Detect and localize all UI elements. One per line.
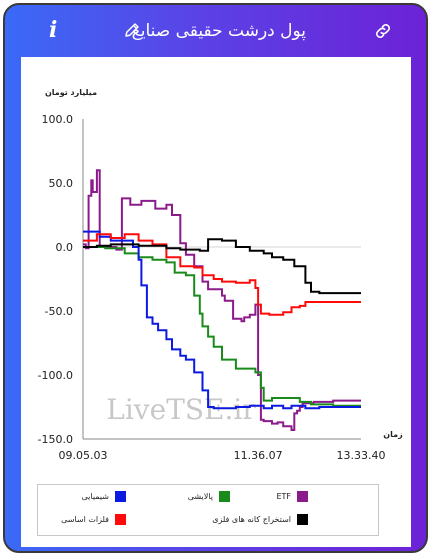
legend-swatch <box>219 491 230 502</box>
legend-swatch <box>297 514 308 525</box>
legend-label: فلزات اساسی <box>61 515 109 524</box>
x-tick-label: 09.05.03 <box>59 449 108 462</box>
legend-swatch <box>297 491 308 502</box>
legend-item-chemical[interactable]: شیمیایی <box>81 491 126 502</box>
series-line <box>83 230 361 410</box>
legend-label: شیمیایی <box>81 492 110 501</box>
chart-legend: ETF پالایشی شیمیایی استخراج کانه های فلز… <box>37 484 379 536</box>
pencil-icon[interactable] <box>123 21 141 39</box>
series-group <box>83 169 361 431</box>
legend-label: ETF <box>276 492 291 501</box>
y-tick-label: 100.0 <box>42 113 74 126</box>
legend-item-metals[interactable]: فلزات اساسی <box>61 514 126 525</box>
header-bar: i پول درشت حقیقی صنایع <box>5 5 426 57</box>
y-tick-label: 0.0 <box>56 241 74 254</box>
series-line <box>83 246 361 407</box>
series-line <box>83 238 361 295</box>
legend-swatch <box>115 491 126 502</box>
y-axis-label: میلیارد تومان <box>45 88 97 97</box>
y-tick-label: -50.0 <box>45 305 73 318</box>
chart-panel: میلیارد تومان زمان 100.0 50.0 0.0 -50.0 -100… <box>21 57 411 547</box>
x-tick-label: 11.36.07 <box>234 449 283 462</box>
page-title: پول درشت حقیقی صنایع <box>131 21 306 41</box>
legend-item-refinery[interactable]: پالایشی <box>188 491 230 502</box>
series-line <box>83 169 361 431</box>
watermark: LiveTSE.ir <box>106 393 256 426</box>
chart-svg: میلیارد تومان زمان 100.0 50.0 0.0 -50.0 -100… <box>38 88 404 462</box>
y-tick-label: -150.0 <box>38 433 73 446</box>
legend-item-mining[interactable]: استخراج کانه های فلزی <box>212 514 308 525</box>
link-icon[interactable] <box>373 21 393 41</box>
y-tick-label: -100.0 <box>38 369 73 382</box>
x-tick-labels: 09.05.03 11.36.07 13.33.40 <box>59 449 386 462</box>
legend-item-etf[interactable]: ETF <box>276 491 308 502</box>
series-line <box>83 233 361 316</box>
legend-label: استخراج کانه های فلزی <box>212 515 291 524</box>
legend-swatch <box>115 514 126 525</box>
y-tick-labels: 100.0 50.0 0.0 -50.0 -100.0 -150.0 <box>38 113 73 446</box>
y-tick-label: 50.0 <box>49 177 74 190</box>
x-axis-label: زمان <box>383 430 403 439</box>
legend-label: پالایشی <box>187 492 213 501</box>
app-frame: i پول درشت حقیقی صنایع میلیارد تومان زما… <box>3 3 428 553</box>
x-tick-label: 13.33.40 <box>337 449 386 462</box>
info-icon[interactable]: i <box>49 17 58 43</box>
